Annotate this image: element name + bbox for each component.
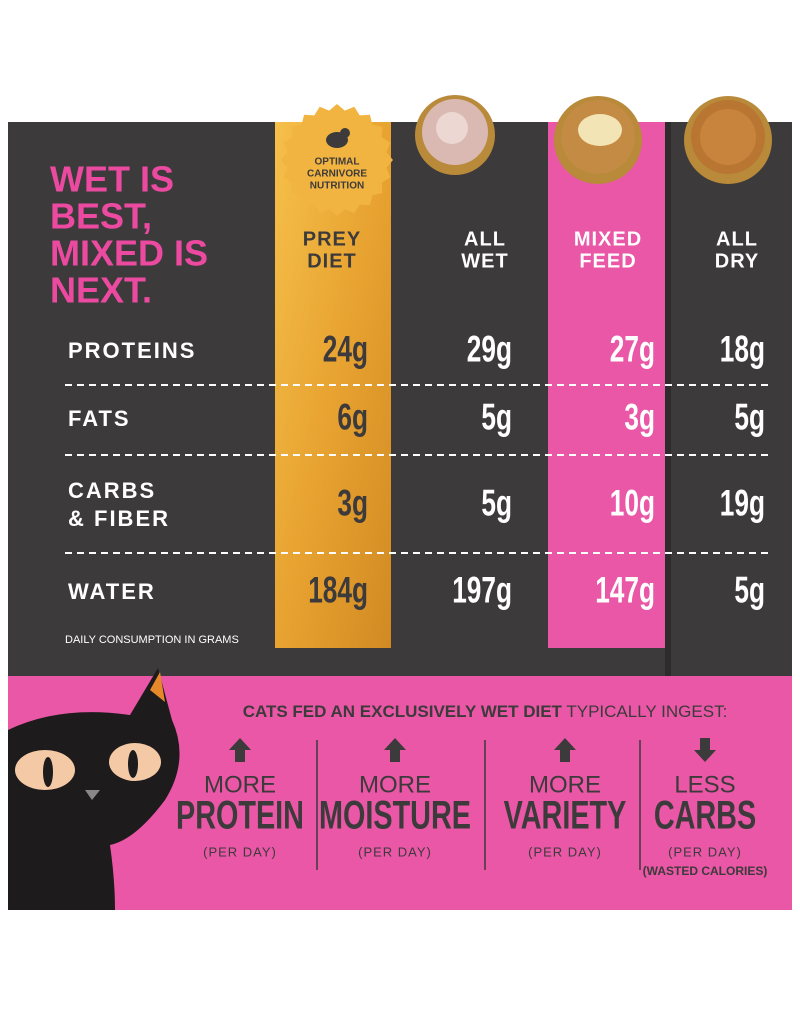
row-label: WATER	[68, 579, 156, 604]
table-note: DAILY CONSUMPTION IN GRAMS	[65, 634, 239, 646]
row-label: CARBS	[68, 478, 156, 503]
badge-text: CARNIVORE	[307, 169, 367, 180]
column-header: PREY	[303, 228, 361, 250]
cell-value: 6g	[337, 396, 368, 437]
item-word: CARBS	[654, 794, 756, 837]
callout-intro: CATS FED AN EXCLUSIVELY WET DIET TYPICAL…	[243, 702, 728, 721]
row-label: FATS	[68, 406, 131, 431]
row-label: PROTEINS	[68, 338, 196, 363]
cell-value: 18g	[720, 328, 765, 369]
cell-value: 5g	[481, 482, 512, 523]
badge-text: NUTRITION	[310, 181, 364, 192]
column-header: ALL	[464, 228, 506, 250]
arrow	[229, 738, 251, 762]
item-direction: MORE	[529, 771, 601, 798]
item-note: (WASTED CALORIES)	[643, 864, 768, 878]
headline: MIXED IS	[50, 233, 208, 274]
column-gap	[665, 122, 671, 676]
column-header: MIXED	[574, 228, 642, 250]
column-header: FEED	[579, 250, 636, 272]
cell-value: 197g	[452, 569, 512, 610]
column-header: DRY	[715, 250, 759, 272]
cell-value: 19g	[720, 482, 765, 523]
item-word: VARIETY	[504, 794, 627, 837]
item-word: PROTEIN	[176, 794, 304, 837]
cell-value: 5g	[734, 396, 765, 437]
item-unit: (PER DAY)	[528, 844, 602, 859]
item-unit: (PER DAY)	[358, 844, 432, 859]
cell-value: 3g	[337, 482, 368, 523]
arrow	[384, 738, 406, 762]
cell-value: 147g	[595, 569, 655, 610]
callout-intro-bold: CATS FED AN EXCLUSIVELY WET DIET	[243, 702, 563, 721]
cell-value: 5g	[734, 569, 765, 610]
cell-value: 24g	[323, 328, 368, 369]
column-header: ALL	[716, 228, 758, 250]
callout-intro-rest: TYPICALLY INGEST:	[562, 702, 727, 721]
headline: WET IS	[50, 159, 174, 200]
item-word: MOISTURE	[319, 794, 471, 837]
item-direction: MORE	[359, 771, 431, 798]
arrow	[554, 738, 576, 762]
item-direction: LESS	[674, 771, 735, 798]
cell-value: 3g	[624, 396, 655, 437]
cell-value: 27g	[610, 328, 655, 369]
badge	[281, 104, 393, 216]
item-unit: (PER DAY)	[668, 844, 742, 859]
headline: BEST,	[50, 196, 152, 237]
cell-value: 10g	[610, 482, 655, 523]
badge-text: OPTIMAL	[315, 157, 360, 168]
row-label: & FIBER	[68, 506, 170, 531]
cell-value: 5g	[481, 396, 512, 437]
column-header: WET	[461, 250, 508, 272]
cat	[8, 668, 180, 910]
item-unit: (PER DAY)	[203, 844, 277, 859]
column-header: DIET	[307, 250, 357, 272]
bowls	[415, 95, 772, 184]
cell-value: 29g	[467, 328, 512, 369]
arrow	[694, 738, 716, 762]
headline: NEXT.	[50, 270, 152, 311]
cell-value: 184g	[308, 569, 368, 610]
item-direction: MORE	[204, 771, 276, 798]
